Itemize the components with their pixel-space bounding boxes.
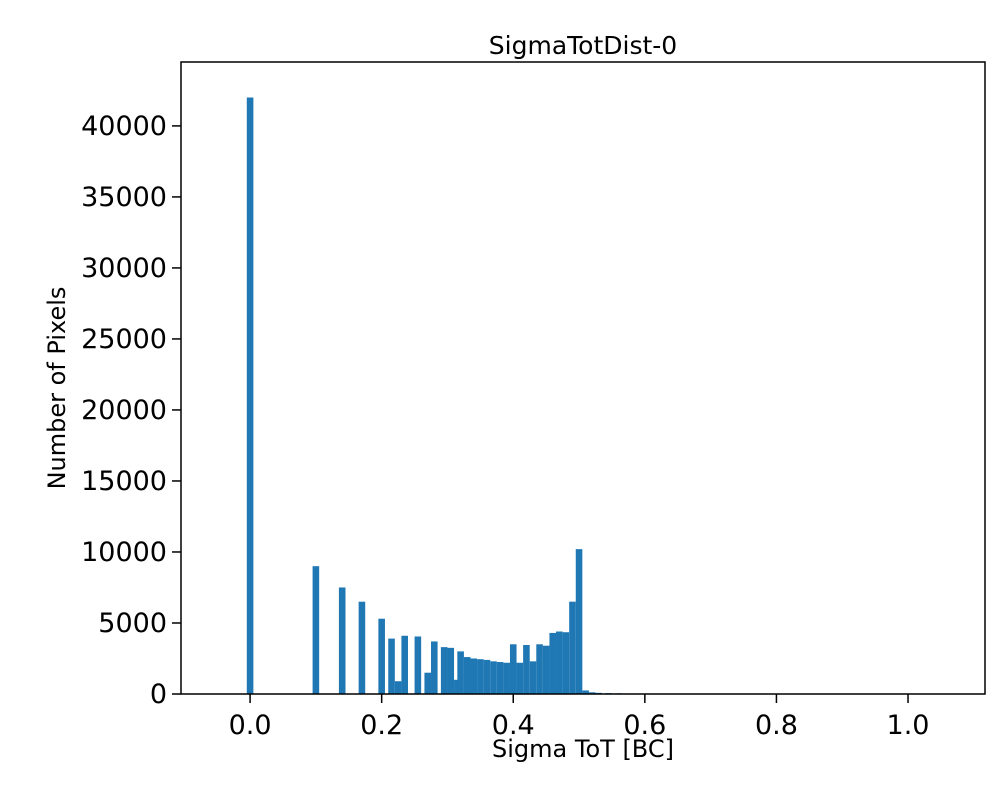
y-tick-label: 40000	[81, 111, 167, 142]
histogram-bar	[483, 659, 491, 694]
histogram-bar	[440, 647, 448, 694]
histogram-bar	[509, 644, 517, 694]
chart-title: SigmaTotDist-0	[488, 31, 678, 60]
histogram-bar	[457, 651, 464, 694]
histogram-bar	[562, 632, 570, 694]
y-tick-label: 20000	[81, 395, 167, 426]
histogram-bar	[477, 659, 484, 694]
histogram-bar	[388, 638, 395, 694]
histogram-bar	[588, 692, 596, 694]
histogram-bar	[424, 672, 432, 694]
histogram-bar	[503, 662, 510, 694]
histogram-bar	[575, 549, 583, 694]
y-tick-label: 10000	[81, 537, 167, 568]
y-tick-label: 15000	[81, 466, 167, 497]
y-tick-label: 5000	[98, 608, 167, 639]
y-tick-label: 0	[150, 679, 167, 710]
y-tick-label: 25000	[81, 324, 167, 355]
histogram-bar	[338, 587, 346, 694]
y-tick-label: 35000	[81, 182, 167, 213]
histogram-bar	[431, 641, 438, 694]
histogram-bar	[414, 636, 422, 694]
histogram-bar	[529, 661, 537, 694]
histogram-bar	[378, 618, 385, 694]
histogram-bar	[569, 601, 576, 694]
x-tick-label: 0.6	[623, 710, 666, 741]
histogram-bar	[516, 662, 524, 694]
histogram-bar	[447, 647, 455, 694]
histogram-bar	[470, 658, 478, 694]
plot-border	[180, 61, 986, 695]
y-tick-label: 30000	[81, 253, 167, 284]
histogram-bar	[312, 566, 320, 694]
histogram-bar	[582, 690, 589, 694]
histogram-bar	[536, 644, 543, 694]
y-axis-label: Number of Pixels	[43, 286, 71, 490]
histogram-bar	[463, 657, 471, 694]
histogram-bar	[246, 97, 254, 694]
x-tick-label: 0.0	[229, 710, 272, 741]
histogram-bar	[549, 632, 557, 694]
histogram-bar	[358, 601, 366, 694]
x-axis-label: Sigma ToT [BC]	[492, 735, 674, 763]
histogram-bar	[401, 635, 408, 694]
x-tick-label: 1.0	[887, 710, 930, 741]
x-tick-label: 0.4	[492, 710, 535, 741]
x-tick-label: 0.8	[755, 710, 798, 741]
histogram-bar	[490, 661, 497, 694]
x-tick-label: 0.2	[360, 710, 403, 741]
histogram-bar	[394, 681, 402, 694]
histogram-bar	[523, 645, 530, 694]
histogram-bar	[496, 662, 504, 694]
histogram-bar	[542, 645, 550, 694]
histogram-bar	[556, 631, 563, 694]
